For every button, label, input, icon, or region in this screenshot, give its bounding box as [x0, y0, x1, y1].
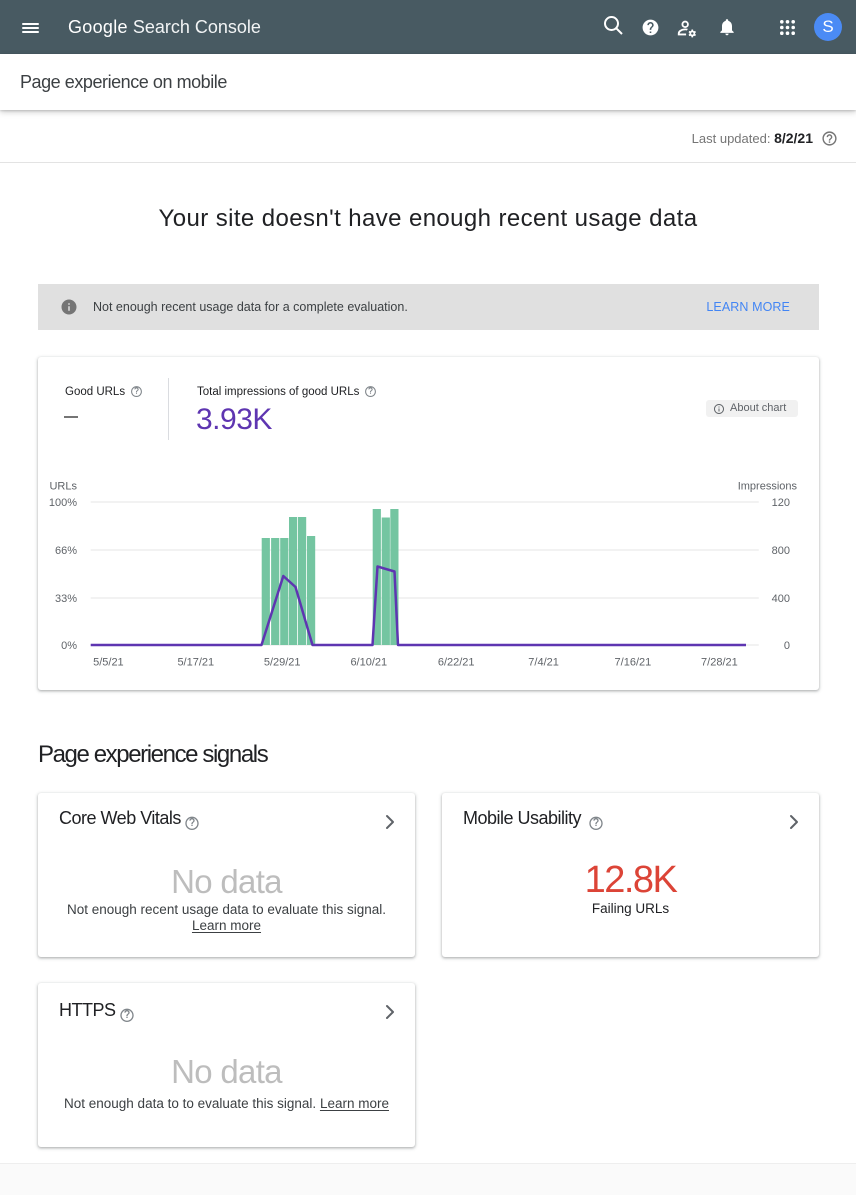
svg-text:66%: 66% — [55, 545, 77, 557]
svg-text:5/17/21: 5/17/21 — [177, 657, 214, 669]
svg-text:33%: 33% — [55, 593, 77, 605]
svg-text:URLs: URLs — [49, 481, 77, 493]
svg-text:5/5/21: 5/5/21 — [93, 657, 124, 669]
svg-text:120: 120 — [772, 497, 790, 509]
svg-text:5/29/21: 5/29/21 — [264, 657, 301, 669]
svg-text:6/22/21: 6/22/21 — [438, 657, 475, 669]
svg-text:100%: 100% — [49, 497, 77, 509]
svg-text:400: 400 — [772, 593, 790, 605]
svg-text:7/28/21: 7/28/21 — [701, 657, 738, 669]
svg-text:0: 0 — [784, 640, 790, 652]
svg-text:0%: 0% — [61, 640, 77, 652]
svg-text:800: 800 — [772, 545, 790, 557]
svg-text:7/4/21: 7/4/21 — [528, 657, 559, 669]
svg-text:6/10/21: 6/10/21 — [350, 657, 387, 669]
svg-text:Impressions: Impressions — [738, 481, 798, 493]
svg-text:7/16/21: 7/16/21 — [615, 657, 652, 669]
